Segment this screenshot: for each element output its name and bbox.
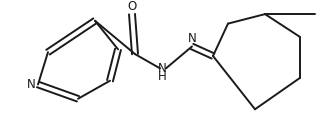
Text: N: N <box>27 78 35 91</box>
Text: N: N <box>157 62 167 75</box>
Text: H: H <box>157 70 167 83</box>
Text: N: N <box>188 32 196 45</box>
Text: O: O <box>127 0 137 13</box>
